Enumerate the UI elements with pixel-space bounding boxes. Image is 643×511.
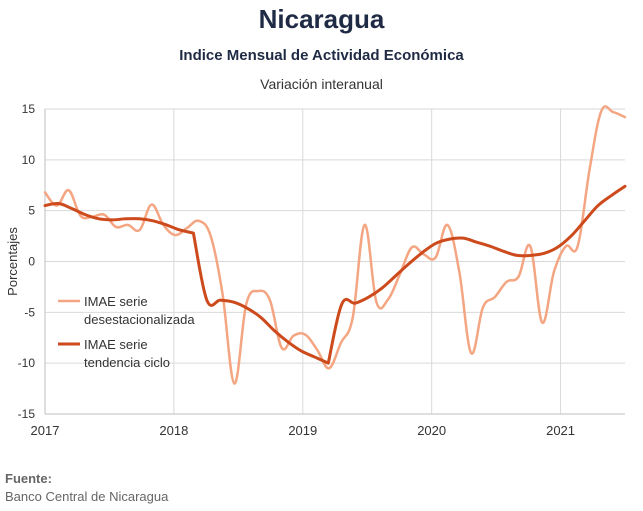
chart-legend: IMAE serie desestacionalizada IMAE serie te… xyxy=(58,294,195,370)
legend-label-line-2: desestacionalizada xyxy=(84,312,195,327)
legend-label-line-2: tendencia ciclo xyxy=(84,355,170,370)
chart-subsubtitle: Variación interanual xyxy=(260,76,383,92)
chart-lines xyxy=(43,105,627,385)
y-tick-label: -15 xyxy=(18,407,36,421)
source-text: Banco Central de Nicaragua xyxy=(5,489,169,504)
y-tick-label: -10 xyxy=(18,356,36,370)
legend-item-desestacionalizada: IMAE serie desestacionalizada xyxy=(58,294,195,327)
chart-subtitle: Indice Mensual de Actividad Económica xyxy=(179,47,464,64)
y-tick-label: 0 xyxy=(28,255,35,269)
y-axis-label: Porcentajes xyxy=(5,227,20,296)
x-tick-label: 2018 xyxy=(159,423,188,438)
x-tick-label: 2020 xyxy=(417,423,446,438)
series-line-tendencia xyxy=(43,184,627,365)
legend-label-line-1: IMAE serie xyxy=(84,294,148,309)
x-tick-label: 2021 xyxy=(546,423,575,438)
line-chart: 15 10 5 0 -5 -10 -15 2017 2018 2019 2020 2021 Porcen… xyxy=(5,102,627,438)
chart-axes: 15 10 5 0 -5 -10 -15 2017 2018 2019 2020 2021 Porcen… xyxy=(5,102,625,438)
series-line-desestacionalizada xyxy=(43,105,627,385)
source-label: Fuente: xyxy=(5,471,52,486)
y-tick-label: 5 xyxy=(28,204,35,218)
y-tick-label: 10 xyxy=(22,153,36,167)
chart-title: Nicaragua xyxy=(258,4,385,34)
y-tick-label: -5 xyxy=(24,305,35,319)
legend-label-line-1: IMAE serie xyxy=(84,337,148,352)
y-tick-label: 15 xyxy=(22,102,36,116)
legend-item-tendencia: IMAE serie tendencia ciclo xyxy=(58,337,170,370)
x-tick-label: 2017 xyxy=(31,423,60,438)
x-tick-label: 2019 xyxy=(288,423,317,438)
